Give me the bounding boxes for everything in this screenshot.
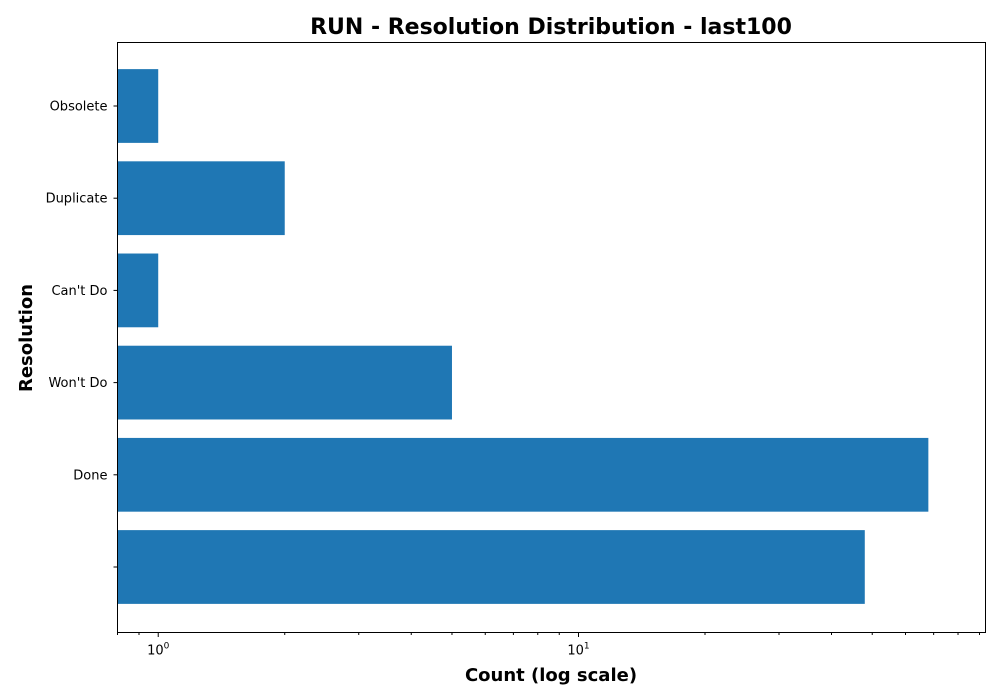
bar-done [117, 437, 929, 512]
x-tick-label: 101 [567, 642, 589, 659]
bar-unlabeled [117, 530, 865, 604]
bars-group [117, 69, 929, 604]
bar-obsolete [117, 69, 159, 143]
bar-can-t-do [117, 253, 159, 328]
bar-won-t-do [117, 345, 452, 420]
y-axis-ticks: Done Won't Do Can't Do Duplicate Obsolete [46, 100, 118, 568]
x-axis-label: Count (log scale) [465, 665, 637, 686]
y-tick-label: Done [73, 468, 107, 483]
chart-title: RUN - Resolution Distribution - last100 [310, 15, 792, 40]
bar-duplicate [117, 161, 285, 236]
y-tick-label: Won't Do [48, 376, 107, 391]
y-axis-label: Resolution [16, 284, 37, 392]
y-tick-label: Duplicate [46, 192, 108, 207]
plot-frame [117, 42, 986, 633]
y-tick-label: Obsolete [50, 100, 108, 115]
x-tick-label: 100 [147, 642, 170, 659]
y-tick-label: Can't Do [51, 284, 107, 299]
x-axis-ticks: 100 101 [117, 632, 981, 659]
